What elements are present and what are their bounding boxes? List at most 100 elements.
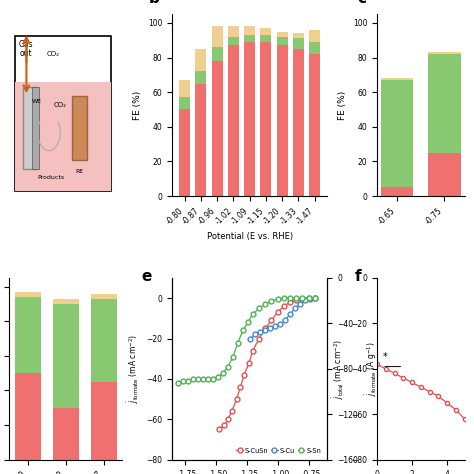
S-Sn [191,376,196,382]
Bar [53,304,79,408]
S-Cu [267,326,273,331]
Bar [277,32,288,37]
Bar [32,87,39,169]
S-CuSn [221,423,227,428]
Bar [23,87,36,169]
S-CuSn [246,360,252,365]
S-CuSn [281,303,287,309]
Bar [195,83,207,196]
Bar [15,82,111,191]
Bar [293,49,304,196]
S-Sn [185,378,191,384]
S-Cu [282,318,288,323]
S-CuSn [256,336,262,341]
S-Cu [307,296,313,302]
Bar [228,27,239,37]
Bar [15,373,41,460]
Text: *: * [383,352,387,362]
Bar [381,78,413,80]
Line: S-Cu: S-Cu [248,296,317,341]
Bar [309,30,320,42]
S-CuSn [300,296,305,302]
S-Sn [245,319,251,325]
S-CuSn [250,348,255,354]
S-Sn [175,380,181,386]
S-Sn [250,311,255,317]
Bar [244,42,255,196]
Text: c: c [358,0,367,6]
Text: e: e [141,269,152,284]
S-CuSn [241,372,247,378]
S-Sn [215,374,221,380]
S-Sn [210,376,216,382]
Y-axis label: FE (%): FE (%) [133,91,142,120]
Legend: HCOO⁻: HCOO⁻ [376,0,424,2]
S-Cu [253,332,258,337]
S-Sn [220,370,226,376]
Bar [179,80,190,97]
S-CuSn [234,396,239,402]
Line: S-CuSn: S-CuSn [217,296,317,432]
Bar [212,47,223,61]
Text: b: b [149,0,160,6]
Bar [15,292,41,297]
Bar [195,72,207,83]
S-CuSn [229,409,235,414]
S-CuSn [263,326,268,331]
Bar [381,80,413,187]
Bar [293,38,304,49]
S-Cu [312,295,318,301]
Bar [91,382,117,460]
S-CuSn [225,417,231,422]
Bar [228,37,239,46]
S-Sn [181,378,186,384]
Text: WE: WE [32,99,42,104]
S-Cu [287,311,293,317]
S-CuSn [287,299,293,305]
S-Sn [287,295,293,301]
Bar [428,54,461,153]
Bar [309,42,320,54]
Text: f: f [355,269,362,284]
X-axis label: Potential (E vs. RHE): Potential (E vs. RHE) [207,232,293,241]
Legend: HCOO⁻, H₂, CO: HCOO⁻, H₂, CO [168,0,262,2]
Bar [15,297,41,373]
Bar [244,27,255,35]
Bar [195,49,207,72]
S-CuSn [269,318,274,323]
Y-axis label: $\dot{\it{j}}_{\rm{formate}}$ (mA cm$^{-2}$): $\dot{\it{j}}_{\rm{formate}}$ (mA cm$^{-… [125,334,141,403]
S-Cu [257,329,263,335]
Bar [428,153,461,196]
S-Sn [256,305,262,311]
Y-axis label: $\dot{\it{j}}_{\rm{formate}}$ (A g$^{-1}$): $\dot{\it{j}}_{\rm{formate}}$ (A g$^{-1}… [364,341,379,396]
S-Cu [297,301,303,307]
Bar [72,96,87,160]
Bar [260,42,272,196]
S-Sn [281,295,287,301]
S-Cu [263,328,268,333]
Text: Gas: Gas [19,40,34,49]
S-Sn [306,295,311,301]
Bar [53,299,79,304]
Bar [15,36,111,191]
S-Cu [277,321,283,327]
S-Sn [312,295,318,301]
S-Sn [195,376,201,382]
Bar [428,52,461,54]
Text: CO₂: CO₂ [47,51,60,57]
S-CuSn [275,310,281,315]
Bar [228,46,239,196]
S-Cu [302,297,308,303]
Text: CO₂: CO₂ [54,102,67,108]
Line: S-Sn: S-Sn [176,296,317,385]
Bar [277,37,288,46]
Bar [293,33,304,38]
S-Sn [235,340,241,346]
Bar [244,35,255,42]
Bar [91,299,117,382]
S-CuSn [312,295,318,301]
S-Sn [201,376,206,382]
S-Sn [225,364,231,370]
S-Sn [300,295,305,301]
S-CuSn [306,295,311,301]
